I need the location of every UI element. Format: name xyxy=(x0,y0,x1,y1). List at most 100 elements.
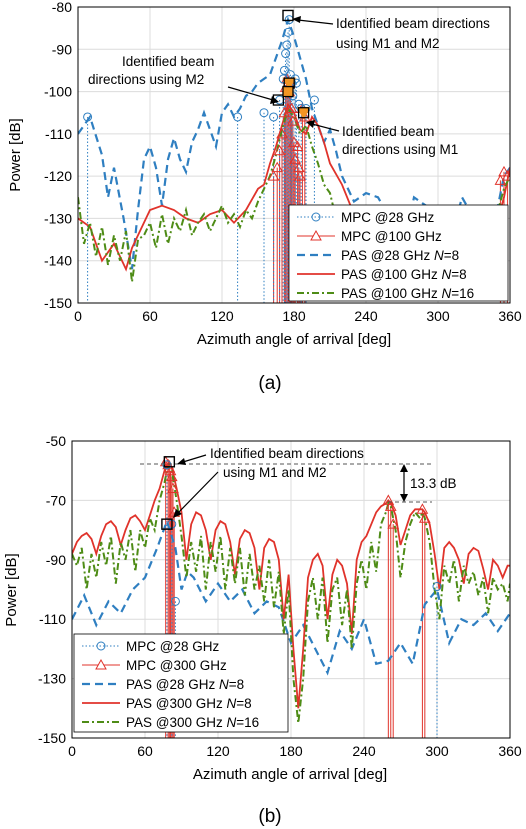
legend-entry: MPC @28 GHz xyxy=(82,639,219,654)
legend-label: PAS @100 GHz N=8 xyxy=(341,267,467,282)
identified-markers-a xyxy=(272,9,311,120)
legend-entry: MPC @100 GHz xyxy=(297,229,442,244)
annotation-a-m1m2-line1: Identified beam directions xyxy=(336,16,490,31)
pas-high-n16-line xyxy=(72,462,510,724)
annotation-b-arrowhead-2 xyxy=(173,509,182,518)
mpc-high-marker xyxy=(387,518,400,529)
mpc-28-marker xyxy=(282,40,292,50)
annotation-b-arrow-1 xyxy=(182,454,207,463)
pas-28-n8-line xyxy=(72,517,510,676)
x-tick-label: 180 xyxy=(279,743,303,759)
mpc-high-marker xyxy=(271,161,284,173)
identified-markers-b xyxy=(161,456,176,530)
y-tick-label: -90 xyxy=(52,41,72,57)
mpc-high-marker xyxy=(285,102,298,113)
panel-label-b: (b) xyxy=(258,806,281,827)
mpc-high-marker xyxy=(289,153,302,164)
pas-high-n8-line xyxy=(72,460,510,709)
x-tick-label: 240 xyxy=(352,743,376,759)
mpc-high-marker xyxy=(286,115,299,126)
mpc-28-marker xyxy=(162,460,172,470)
y-tick-label: -130 xyxy=(44,210,72,226)
annotation-a-m2-arrow xyxy=(227,86,274,101)
y-tick-label: -70 xyxy=(46,492,66,508)
panel-a: 0 60 120 180 240 300 360 -150 -140 -130 -120 -110 -1… xyxy=(7,0,522,394)
y-tick-label: -120 xyxy=(44,168,72,184)
legend-entry: PAS @100 GHz N=16 xyxy=(297,286,474,301)
legend-b: MPC @28 GHz MPC @300 GHz PAS @28 GHz N=8 PA… xyxy=(73,633,289,733)
y-tick-label: -100 xyxy=(44,84,72,100)
mpc-28-marker xyxy=(83,112,93,122)
annotation-a-m1-arrowhead xyxy=(306,120,315,128)
annotation-a-m2-line2: directions using M2 xyxy=(88,72,204,87)
ticks-b: 0 60 120 180 240 300 360 -150 -130 -110 -90 -70 -50 xyxy=(38,433,522,759)
legend-swatch-marker xyxy=(311,212,321,222)
ylabel-a: Power [dB] xyxy=(7,118,24,191)
mpc-high-marker xyxy=(384,500,397,511)
legend-entry: PAS @300 GHz N=8 xyxy=(82,696,252,711)
x-tick-label: 240 xyxy=(354,308,378,324)
annotation-a-m1-line2: directions using M1 xyxy=(342,142,458,157)
gap-arrow-head-top xyxy=(400,464,408,472)
mpc-28-marker xyxy=(279,65,289,75)
y-tick-label: -90 xyxy=(46,552,66,568)
annotation-b-m1m2-line2: using M1 and M2 xyxy=(223,465,327,480)
legend-entry: PAS @300 GHz N=16 xyxy=(82,715,259,730)
x-tick-label: 120 xyxy=(206,743,230,759)
xlabel-a: Azimuth angle of arrival [deg] xyxy=(197,331,391,348)
mpc-high-marker xyxy=(288,136,300,147)
mpc-high-marker xyxy=(501,170,510,181)
annotation-a-m2: Identified beam directions using M2 xyxy=(88,54,279,104)
x-tick-label: 120 xyxy=(210,308,234,324)
mpc-high-marker xyxy=(167,482,179,494)
axes-frame-b xyxy=(71,440,511,739)
xlabel-b: Azimuth angle of arrival [deg] xyxy=(193,766,387,783)
legend-label: MPC @100 GHz xyxy=(341,229,442,244)
annotation-b-arrow-2 xyxy=(176,471,219,515)
legend-label: PAS @300 GHz N=16 xyxy=(126,715,259,730)
legend-entry: PAS @28 GHz N=8 xyxy=(297,248,459,263)
annotation-a-m2-line1: Identified beam xyxy=(122,54,214,69)
legend-label: PAS @300 GHz N=8 xyxy=(126,696,252,711)
annotation-b-arrowhead-1 xyxy=(177,458,186,465)
x-tick-label: 360 xyxy=(498,743,522,759)
annotation-a-m2-arrowhead xyxy=(270,96,279,104)
gap-arrow-head-bottom xyxy=(400,494,408,502)
legend-label: MPC @300 GHz xyxy=(126,658,227,673)
mpc-high-marker xyxy=(416,503,429,514)
gap-indicator-b: 13.3 dB xyxy=(140,463,457,503)
mpc-high-marker xyxy=(291,140,304,152)
y-tick-label: -140 xyxy=(44,253,72,269)
identified-m1-box xyxy=(297,107,310,119)
mpc-28-marker xyxy=(170,596,180,606)
annotation-b-m1m2-line1: Identified beam directions xyxy=(210,446,364,461)
legend-label: PAS @28 GHz N=8 xyxy=(341,248,459,263)
annotation-a-m1m2-arrowhead xyxy=(292,16,301,23)
annotation-a-m1-line1: Identified beam xyxy=(342,124,434,139)
y-tick-label: -110 xyxy=(39,611,66,627)
x-tick-label: 60 xyxy=(137,743,153,759)
legend-entry: MPC @300 GHz xyxy=(82,658,227,673)
y-tick-label: -110 xyxy=(45,126,72,142)
mpc-high-marker xyxy=(267,170,280,181)
legend-swatch-marker xyxy=(310,229,322,241)
y-tick-label: -50 xyxy=(46,433,66,449)
mpc-high-marker xyxy=(292,161,305,173)
annotation-a-m1m2: Identified beam directions using M1 and … xyxy=(292,16,490,51)
mpc-high-marker xyxy=(276,127,288,139)
x-tick-label: 300 xyxy=(425,743,449,759)
x-tick-label: 0 xyxy=(74,308,82,324)
legend-box xyxy=(288,204,509,302)
legend-label: PAS @28 GHz N=8 xyxy=(126,677,244,692)
mpc-high-marker xyxy=(165,470,178,482)
identified-m1m2-marker xyxy=(163,456,176,468)
axes-frame-a xyxy=(77,6,511,304)
identified-m2-marker xyxy=(282,85,294,98)
mpc-high-marker xyxy=(382,494,395,505)
legend-entry: MPC @28 GHz xyxy=(297,210,434,225)
mpc-28-marker xyxy=(281,49,291,59)
annotation-a-m1-arrow xyxy=(311,123,340,132)
mpc-high-marker xyxy=(418,512,431,523)
ylabel-b: Power [dB] xyxy=(3,553,20,626)
